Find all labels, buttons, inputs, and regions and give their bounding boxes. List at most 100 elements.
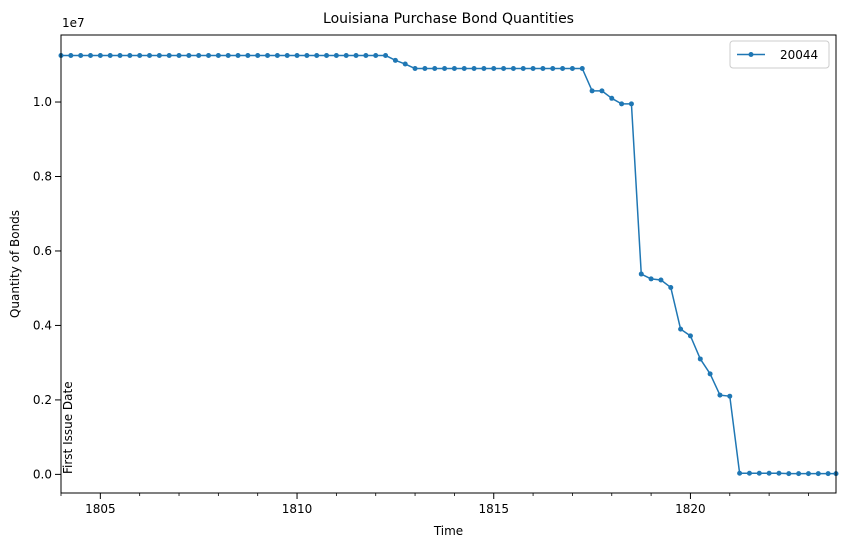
data-point bbox=[274, 52, 280, 58]
data-point bbox=[609, 95, 615, 101]
data-point bbox=[737, 470, 743, 476]
data-point bbox=[451, 66, 457, 72]
data-point bbox=[540, 66, 546, 72]
legend-marker bbox=[748, 52, 754, 57]
y-offset-label: 1e7 bbox=[62, 16, 85, 30]
x-tick-label: 1805 bbox=[85, 502, 116, 516]
data-point bbox=[569, 66, 575, 72]
data-point bbox=[107, 52, 113, 58]
data-point bbox=[805, 471, 811, 477]
plot-frame bbox=[60, 34, 837, 494]
data-point bbox=[658, 277, 664, 283]
data-point bbox=[392, 57, 398, 63]
data-point bbox=[304, 52, 310, 58]
data-point bbox=[619, 101, 625, 107]
x-tick-label: 1820 bbox=[675, 502, 706, 516]
y-tick-label: 0.0 bbox=[33, 467, 52, 481]
data-point bbox=[68, 52, 74, 58]
data-point bbox=[668, 284, 674, 290]
y-tick-label: 0.2 bbox=[33, 393, 52, 407]
data-point bbox=[717, 392, 723, 398]
data-point bbox=[78, 52, 84, 58]
data-point bbox=[776, 470, 782, 476]
y-axis: 0.0 0.2 0.4 0.6 0.8 1.0 bbox=[33, 95, 61, 481]
data-point bbox=[442, 66, 448, 72]
data-point bbox=[422, 66, 428, 72]
data-point bbox=[97, 52, 103, 58]
data-point bbox=[560, 66, 566, 72]
data-point bbox=[225, 52, 231, 58]
data-point bbox=[707, 371, 713, 377]
first-issue-date-annotation: First Issue Date bbox=[61, 381, 75, 474]
data-point bbox=[333, 52, 339, 58]
data-point bbox=[314, 52, 320, 58]
data-point bbox=[628, 101, 634, 107]
data-point bbox=[373, 52, 379, 58]
data-point bbox=[796, 471, 802, 477]
data-point bbox=[353, 52, 359, 58]
data-point bbox=[678, 326, 684, 332]
data-point bbox=[687, 333, 693, 339]
data-point bbox=[156, 52, 162, 58]
data-point bbox=[324, 52, 330, 58]
y-axis-label: Quantity of Bonds bbox=[8, 210, 22, 318]
data-point bbox=[599, 88, 605, 94]
data-point bbox=[461, 66, 467, 72]
data-point bbox=[825, 471, 831, 477]
data-point bbox=[402, 61, 408, 67]
data-point bbox=[412, 66, 418, 72]
legend-box bbox=[729, 40, 830, 69]
data-point bbox=[186, 52, 192, 58]
data-point bbox=[255, 52, 261, 58]
data-point bbox=[432, 66, 438, 72]
data-point bbox=[727, 393, 733, 399]
data-point bbox=[520, 66, 526, 72]
plot-area bbox=[58, 52, 839, 477]
data-point bbox=[491, 66, 497, 72]
data-point bbox=[648, 276, 654, 282]
data-point bbox=[235, 52, 241, 58]
data-point bbox=[697, 356, 703, 362]
data-point bbox=[294, 52, 300, 58]
data-point bbox=[481, 66, 487, 72]
chart-title: Louisiana Purchase Bond Quantities bbox=[323, 11, 574, 27]
data-point bbox=[117, 52, 123, 58]
data-point bbox=[265, 52, 271, 58]
data-point bbox=[589, 88, 595, 94]
data-point bbox=[756, 470, 762, 476]
data-point bbox=[638, 271, 644, 277]
data-point bbox=[127, 52, 133, 58]
data-point bbox=[501, 66, 507, 72]
data-point bbox=[766, 470, 772, 476]
data-point bbox=[550, 66, 556, 72]
data-point bbox=[196, 52, 202, 58]
data-point bbox=[245, 52, 251, 58]
data-point bbox=[530, 66, 536, 72]
data-point bbox=[786, 471, 792, 477]
data-point bbox=[471, 66, 477, 72]
data-point bbox=[746, 470, 752, 476]
data-point bbox=[343, 52, 349, 58]
data-point bbox=[579, 66, 585, 72]
x-axis: 1805 1810 1815 1820 bbox=[60, 493, 809, 516]
x-tick-label: 1810 bbox=[282, 502, 313, 516]
data-point bbox=[166, 52, 172, 58]
data-point bbox=[815, 471, 821, 477]
data-point bbox=[147, 52, 153, 58]
y-tick-label: 0.6 bbox=[33, 244, 52, 258]
data-point bbox=[88, 52, 94, 58]
data-point bbox=[137, 52, 143, 58]
y-tick-label: 0.8 bbox=[33, 169, 52, 183]
data-point bbox=[363, 52, 369, 58]
data-point bbox=[176, 52, 182, 58]
y-tick-label: 1.0 bbox=[33, 95, 52, 109]
data-point bbox=[206, 52, 212, 58]
y-tick-label: 0.4 bbox=[33, 318, 52, 332]
legend-label: 20044 bbox=[780, 48, 818, 62]
x-axis-label: Time bbox=[433, 524, 463, 538]
legend: 20044 bbox=[729, 40, 830, 69]
data-point bbox=[510, 66, 516, 72]
series-line bbox=[61, 54, 836, 475]
data-point bbox=[383, 52, 389, 58]
